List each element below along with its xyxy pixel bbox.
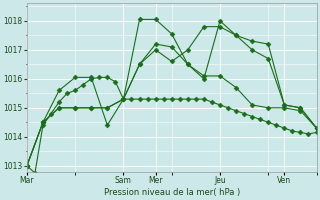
X-axis label: Pression niveau de la mer( hPa ): Pression niveau de la mer( hPa ): [104, 188, 240, 197]
